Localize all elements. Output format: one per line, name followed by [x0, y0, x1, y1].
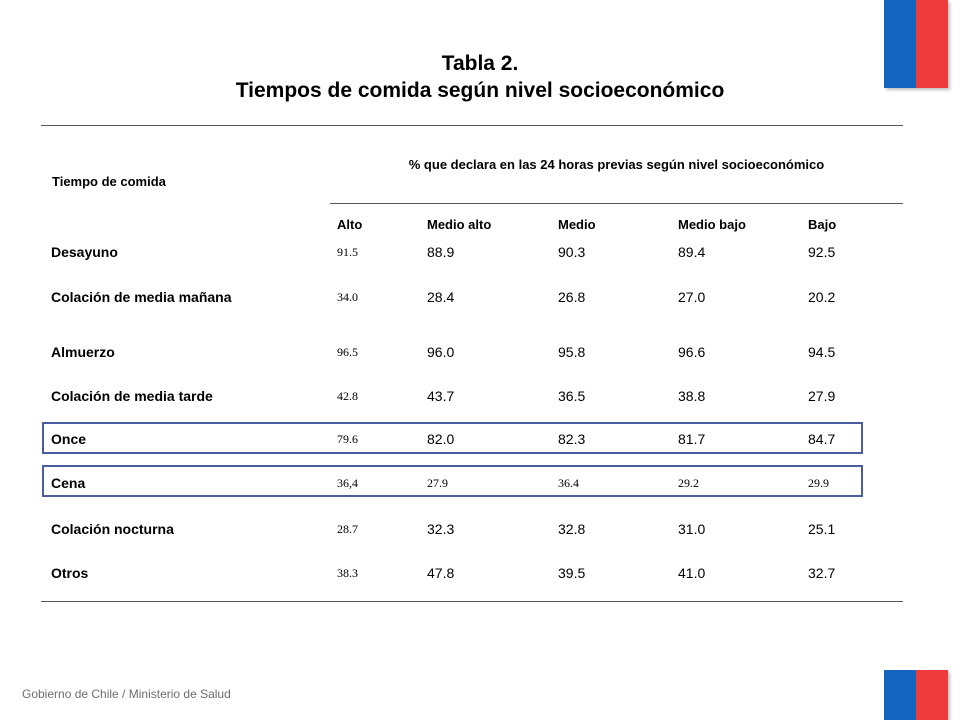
- cell-medio-bajo: 29.2: [678, 476, 699, 490]
- group-header-rule: [330, 203, 903, 204]
- footer-text: Gobierno de Chile / Ministerio de Salud: [22, 687, 231, 701]
- flag-red-stripe: [916, 670, 948, 720]
- cell-medio-bajo: 89.4: [678, 244, 706, 260]
- row-label: Colación de media mañana: [51, 289, 232, 305]
- flag-red-stripe: [916, 0, 948, 88]
- cell-medio: 39.5: [558, 565, 586, 581]
- cell-medio: 90.3: [558, 244, 586, 260]
- cell-medio-alto: 32.3: [427, 521, 455, 537]
- table-row: Cena 36,4 27.9 36.4 29.2 29.9: [0, 475, 960, 495]
- row-label: Once: [51, 431, 87, 447]
- cell-medio-alto: 27.9: [427, 476, 448, 490]
- column-header-medio: Medio: [558, 217, 596, 232]
- table-row: Colación de media mañana 34.0 28.4 26.8 …: [0, 289, 960, 309]
- cell-medio-bajo: 41.0: [678, 565, 706, 581]
- highlight-box-cena: [42, 465, 863, 497]
- cell-medio-bajo: 81.7: [678, 431, 706, 447]
- highlight-box-once: [42, 422, 863, 454]
- row-label: Cena: [51, 475, 86, 491]
- table-row: Colación de media tarde 42.8 43.7 36.5 3…: [0, 388, 960, 408]
- table-row: Otros 38.3 47.8 39.5 41.0 32.7: [0, 565, 960, 585]
- cell-bajo: 29.9: [808, 476, 829, 490]
- table-top-rule: [41, 125, 903, 126]
- table-row: Once 79.6 82.0 82.3 81.7 84.7: [0, 431, 960, 451]
- row-label: Colación de media tarde: [51, 388, 213, 404]
- cell-bajo: 94.5: [808, 344, 836, 360]
- row-label: Desayuno: [51, 244, 118, 260]
- cell-medio-alto: 47.8: [427, 565, 455, 581]
- cell-medio-alto: 96.0: [427, 344, 455, 360]
- table-title: Tiempos de comida según nivel socioeconó…: [235, 79, 725, 102]
- cell-medio: 26.8: [558, 289, 586, 305]
- flag-blue-stripe: [884, 670, 916, 720]
- flag-blue-stripe: [884, 0, 916, 88]
- column-header-medio-bajo: Medio bajo: [678, 217, 746, 232]
- cell-alto: 34.0: [337, 290, 358, 304]
- cell-medio: 32.8: [558, 521, 586, 537]
- group-header: % que declara en las 24 horas previas se…: [408, 157, 825, 172]
- cell-alto: 79.6: [337, 432, 358, 446]
- cell-alto: 42.8: [337, 389, 358, 403]
- cell-alto: 91.5: [337, 245, 358, 259]
- cell-medio-alto: 82.0: [427, 431, 455, 447]
- table-row: Desayuno 91.5 88.9 90.3 89.4 92.5: [0, 244, 960, 264]
- table-row: Colación nocturna 28.7 32.3 32.8 31.0 25…: [0, 521, 960, 541]
- cell-medio-alto: 28.4: [427, 289, 455, 305]
- cell-alto: 96.5: [337, 345, 358, 359]
- cell-medio: 36.4: [558, 476, 579, 490]
- row-label: Almuerzo: [51, 344, 115, 360]
- cell-bajo: 25.1: [808, 521, 836, 537]
- cell-alto: 28.7: [337, 522, 358, 536]
- cell-bajo: 27.9: [808, 388, 836, 404]
- table-bottom-rule: [41, 601, 903, 602]
- cell-medio-bajo: 31.0: [678, 521, 706, 537]
- cell-bajo: 84.7: [808, 431, 836, 447]
- cell-medio: 95.8: [558, 344, 586, 360]
- column-header-bajo: Bajo: [808, 217, 837, 232]
- table-number: Tabla 2.: [441, 52, 519, 75]
- cell-medio-bajo: 38.8: [678, 388, 706, 404]
- row-label: Otros: [51, 565, 89, 581]
- cell-alto: 38.3: [337, 566, 358, 580]
- row-label: Colación nocturna: [51, 521, 174, 537]
- cell-bajo: 92.5: [808, 244, 836, 260]
- cell-medio-alto: 43.7: [427, 388, 455, 404]
- cell-medio-alto: 88.9: [427, 244, 455, 260]
- row-header: Tiempo de comida: [52, 174, 166, 189]
- column-header-medio-alto: Medio alto: [427, 217, 492, 232]
- cell-medio: 82.3: [558, 431, 586, 447]
- cell-bajo: 32.7: [808, 565, 836, 581]
- cell-alto: 36,4: [337, 476, 358, 490]
- cell-bajo: 20.2: [808, 289, 836, 305]
- column-header-alto: Alto: [337, 217, 363, 232]
- cell-medio-bajo: 96.6: [678, 344, 706, 360]
- chile-flag-logo-top: [884, 0, 948, 88]
- chile-flag-logo-bottom: [884, 670, 948, 720]
- table-row: Almuerzo 96.5 96.0 95.8 96.6 94.5: [0, 344, 960, 364]
- cell-medio: 36.5: [558, 388, 586, 404]
- cell-medio-bajo: 27.0: [678, 289, 706, 305]
